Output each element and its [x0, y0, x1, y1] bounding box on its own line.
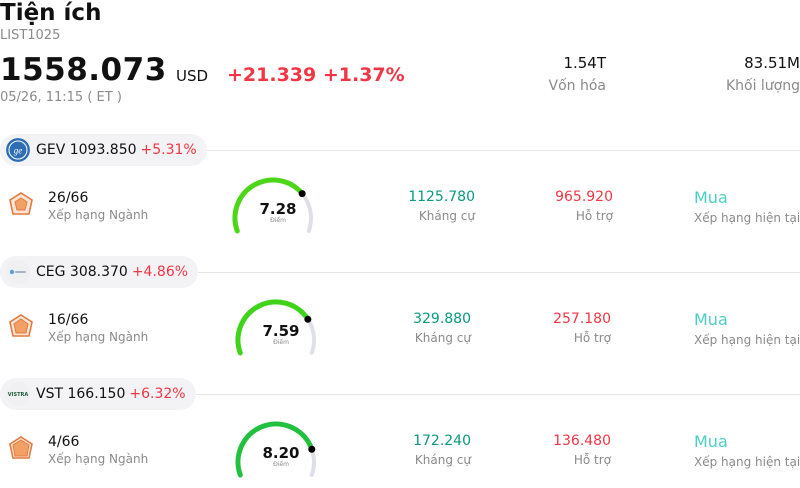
svg-text:ge: ge: [14, 146, 23, 156]
sector-rank-icon: [9, 192, 33, 215]
gauge-marker: [298, 190, 306, 198]
market-cap-label: Vốn hóa: [548, 78, 606, 94]
sector-rank-label: Xếp hạng Ngành: [48, 330, 149, 344]
sector-rank-value: 4/66: [48, 434, 80, 450]
rating-value: Mua: [694, 188, 728, 207]
timestamp: 05/26, 11:15 ( ET ): [0, 90, 122, 105]
divider: [188, 394, 800, 395]
sector-rank-value: 16/66: [48, 312, 89, 328]
gauge-svg: [235, 421, 316, 478]
stock-chip-gev[interactable]: ge GEV 1093.850 +5.31%: [0, 134, 207, 166]
market-cap-value: 1.54T: [563, 54, 606, 72]
rating-value: Mua: [694, 310, 728, 329]
sector-rank-label: Xếp hạng Ngành: [48, 452, 149, 466]
resistance-label: Kháng cự: [414, 453, 471, 467]
divider: [200, 150, 800, 151]
gauge-svg: [232, 177, 313, 234]
score-gauge: [235, 298, 326, 358]
score-gauge: [232, 176, 323, 236]
gauge-fill: [235, 299, 311, 356]
resistance-value: 329.880: [413, 311, 471, 327]
sector-rank-icon: [9, 314, 33, 337]
volume-label: Khối lượng: [725, 78, 800, 94]
gauge-marker: [308, 445, 316, 453]
gauge-marker: [304, 315, 312, 323]
resistance-value: 1125.780: [408, 189, 475, 205]
ticker-price: CEG 308.370: [36, 264, 128, 280]
support-value: 257.180: [553, 311, 611, 327]
support-label: Hỗ trợ: [573, 331, 611, 345]
score-label: Điểm: [270, 217, 286, 224]
change-percent: +5.31%: [140, 142, 197, 158]
support-label: Hỗ trợ: [573, 453, 611, 467]
constellation-logo-icon: [6, 260, 30, 284]
divider: [190, 272, 800, 273]
ge-logo-icon: ge: [6, 138, 30, 162]
sector-rank-value: 26/66: [48, 190, 89, 206]
resistance-value: 172.240: [413, 433, 471, 449]
resistance-label: Kháng cự: [414, 331, 471, 345]
price-change: +21.339 +1.37%: [227, 64, 405, 86]
score-gauge: [235, 420, 326, 480]
change-percent: +4.86%: [131, 264, 189, 280]
gauge-svg: [235, 299, 316, 356]
score-value: 7.59: [262, 322, 300, 340]
support-value: 965.920: [555, 189, 613, 205]
stock-chip-vst[interactable]: VISTRA VST 166.150 +6.32%: [0, 378, 196, 410]
stock-chip-ceg[interactable]: CEG 308.370 +4.86%: [0, 256, 199, 288]
volume-value: 83.51M: [744, 54, 800, 72]
score-label: Điểm: [273, 339, 289, 346]
vistra-logo-icon: VISTRA: [6, 382, 30, 406]
ticker-price: GEV 1093.850: [36, 142, 137, 158]
sector-rank-label: Xếp hạng Ngành: [48, 208, 149, 222]
currency-label: USD: [176, 67, 209, 85]
rating-label: Xếp hạng hiện tại: [694, 333, 800, 347]
score-value: 7.28: [259, 200, 297, 218]
index-price: 1558.073: [0, 52, 167, 88]
page-title: Tiện ích: [0, 0, 102, 26]
gauge-fill: [232, 177, 305, 234]
support-label: Hỗ trợ: [575, 209, 613, 223]
ticker-price: VST 166.150: [36, 386, 126, 402]
rating-label: Xếp hạng hiện tại: [694, 211, 800, 225]
svg-text:VISTRA: VISTRA: [8, 392, 29, 398]
list-code: LIST1025: [0, 28, 61, 43]
score-value: 8.20: [262, 444, 300, 462]
rating-label: Xếp hạng hiện tại: [694, 455, 800, 469]
gauge-fill: [235, 421, 315, 478]
rating-value: Mua: [694, 432, 728, 451]
sector-rank-icon: [9, 436, 33, 459]
change-percent: +6.32%: [129, 386, 186, 402]
resistance-label: Kháng cự: [418, 209, 475, 223]
score-label: Điểm: [273, 461, 289, 468]
support-value: 136.480: [553, 433, 611, 449]
